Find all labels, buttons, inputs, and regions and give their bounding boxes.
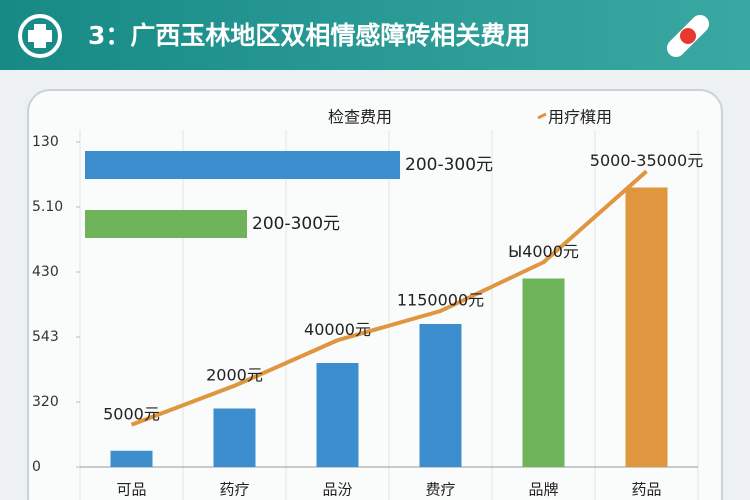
note-label: 200-300元 [252, 214, 340, 234]
annotation: 5000元 [103, 404, 160, 423]
note-bar [85, 210, 247, 238]
bar [316, 363, 359, 467]
bar [213, 408, 256, 467]
header-title: 3：广西玉林地区双相情感障砖相关费用 [88, 21, 530, 50]
x-tick-label: 可品 [116, 481, 146, 499]
header-icon [18, 14, 62, 58]
annotation: 40000元 [304, 320, 371, 339]
legend-swatch [537, 112, 547, 120]
header-bar [0, 0, 750, 70]
y-tick-label: 430 [32, 264, 59, 280]
y-tick-label: 5.10 [32, 199, 63, 215]
pill-icon [666, 14, 710, 58]
y-tick-label: 320 [32, 394, 59, 410]
y-tick-label: 0 [32, 459, 41, 475]
x-tick-label: 药品 [631, 481, 661, 499]
bar [522, 278, 565, 467]
legend-label: 检查费用 [328, 108, 392, 127]
x-tick-label: 费疗 [425, 481, 455, 499]
y-tick-label: 130 [32, 134, 59, 150]
note-bar [85, 151, 400, 179]
note-label: 200-300元 [405, 155, 493, 175]
bar [419, 324, 462, 467]
x-tick-label: 品汾 [322, 481, 352, 499]
y-tick-label: 543 [32, 329, 59, 345]
legend-label: 用疗檱用 [548, 108, 612, 127]
x-tick-label: 品牌 [528, 481, 558, 499]
line [130, 169, 648, 427]
header-icon-cross [28, 24, 52, 48]
annotation: 2000元 [206, 365, 263, 384]
annotation: Ы4000元 [508, 242, 579, 261]
annotation: 1150000元 [397, 291, 484, 310]
bar [110, 450, 153, 467]
annotation: 5000-35000元 [590, 151, 703, 170]
x-tick-label: 药疗 [219, 481, 249, 499]
bar [625, 187, 668, 467]
